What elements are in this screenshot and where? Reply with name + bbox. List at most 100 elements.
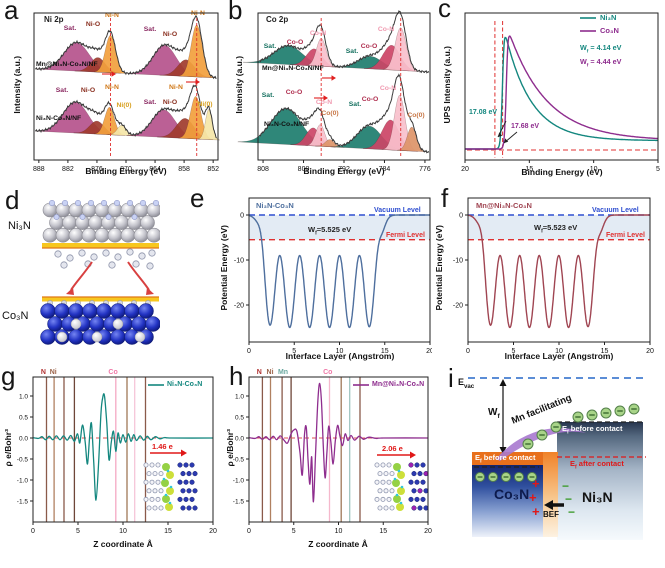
inset-atom-gray	[383, 471, 389, 477]
peak-label: Co(0)	[407, 112, 424, 119]
n-atom-large	[70, 318, 82, 330]
inset-atom-mn	[417, 488, 423, 494]
inset-atom-gray	[380, 462, 386, 468]
inset-atom-gray	[377, 471, 383, 477]
shift-arrow-head	[331, 75, 336, 81]
inset-atom-blue	[189, 479, 195, 485]
inset-charge-blob	[166, 471, 174, 479]
inset-atom-blue	[186, 471, 192, 477]
electron	[148, 249, 156, 257]
ni-atom	[81, 227, 97, 243]
y-tick-label: -10	[234, 258, 244, 265]
inset-atom-gray	[152, 488, 158, 494]
y-tick-label: 0.5	[235, 414, 244, 421]
electron	[146, 262, 154, 270]
co-atom	[40, 329, 56, 345]
y-tick-label: 0	[240, 213, 244, 220]
n-atom-large	[134, 331, 146, 343]
y-tick-label: -1.5	[233, 498, 245, 505]
panel-letter: g	[1, 361, 16, 391]
x-axis-label: Interface Layer (Angstrom)	[504, 351, 614, 361]
ef-before-contact-label-co: Ef before contact	[475, 453, 536, 465]
peak-label: Co-N	[378, 26, 394, 33]
inset-charge-dot	[168, 501, 172, 505]
n-atom	[114, 200, 121, 207]
co-atom	[110, 303, 126, 319]
co-atom	[145, 316, 160, 332]
inset-atom-blue	[189, 462, 195, 468]
interface-strip-top	[42, 243, 159, 248]
inset-atom-blue	[420, 462, 426, 468]
n-atom	[101, 200, 108, 207]
plot-title: Mn@Ni₃N-Co₃N	[476, 201, 532, 210]
electron	[126, 248, 134, 256]
peak-label: Sat.	[262, 92, 275, 99]
inset-atom-gray	[383, 505, 389, 511]
inset-atom-blue	[186, 505, 192, 511]
vacuum-level-label: Vacuum Level	[592, 207, 639, 214]
x-tick-label: 10	[119, 528, 127, 535]
inset-charge-blob	[397, 487, 405, 495]
y-axis-label: Potential Energy (eV)	[219, 225, 230, 311]
co-atom	[89, 316, 105, 332]
axes-box	[464, 12, 659, 161]
ni-atom	[140, 215, 155, 230]
inset-atom-mn	[411, 505, 417, 511]
panel-letter: c	[438, 0, 451, 23]
x-tick-label: 776	[419, 166, 431, 173]
y-tick-label: -0.5	[17, 456, 29, 463]
y-tick-label: -0.5	[233, 456, 245, 463]
inset-atom-mn	[408, 462, 414, 468]
element-label: Co	[323, 369, 332, 376]
ni-atom	[94, 227, 110, 243]
electron	[108, 261, 116, 269]
x-tick-label: 10	[336, 348, 344, 355]
charge-density-plot: N Ni Co 0 5 10 15 20 1.0 0.5 0.0 -0.5 -1.0 -1.5	[17, 369, 217, 535]
inset-atom-gray	[377, 505, 383, 511]
inset-atom-gray	[155, 462, 161, 468]
peak-label: Sat.	[264, 43, 277, 50]
y-tick-label: -20	[234, 303, 244, 310]
co3n-orange-cap	[472, 452, 557, 466]
peak-label: Co-O	[286, 89, 303, 96]
x-tick-label: 20	[461, 166, 469, 173]
x-tick-label: 792	[338, 166, 350, 173]
y-axis-label: ρ e/Bohr³	[225, 429, 236, 467]
co-atom	[110, 329, 126, 345]
inset-atom-blue	[183, 479, 189, 485]
fermi-level-label: Fermi Level	[386, 232, 425, 239]
positive-charge: +	[532, 476, 540, 491]
inset-atom-blue	[183, 462, 189, 468]
inset-charge-dot	[395, 493, 399, 497]
panel-b-xps-co2p: Sat. Co-O Co-N Sat. Co-O Co-N Sat. Co-O Co-N Co(0…	[222, 0, 432, 190]
panel-g-charge-density-ni3n-co3n: N Ni Co 0 5 10 15 20 1.0 0.5 0.0 -0.5 -1.0 -1.5 g Z c…	[0, 361, 225, 568]
negative-charge: −	[562, 479, 570, 493]
peak-label: Co-N	[316, 99, 332, 106]
ni-atom	[114, 215, 129, 230]
plot-title: Co 2p	[266, 15, 289, 24]
transfer-arrow-head	[181, 449, 187, 457]
peak-label: Co-N	[380, 85, 396, 92]
potential-curve	[248, 214, 430, 329]
rho-curve	[248, 382, 429, 503]
x-tick-label: 858	[178, 166, 190, 173]
element-label: Mn	[278, 369, 288, 376]
inset-atom-blue	[414, 462, 420, 468]
inset-charge-blob	[393, 495, 401, 503]
element-label: Ni	[50, 369, 57, 376]
inset-charge-blob	[161, 479, 169, 487]
peak-label: Co-N	[310, 30, 326, 37]
inset-atom-gray	[155, 479, 161, 485]
inset-atom-gray	[146, 471, 152, 477]
peak-label: Co-O	[287, 39, 304, 46]
panel-letter: h	[229, 361, 244, 391]
y-tick-label: -1.0	[233, 477, 245, 484]
electron	[138, 252, 146, 260]
panel-e-potential-ni3n-co3n: 0 5 10 15 20 0 -10 -20 e Ni₃N-Co₃N Wf=5.525 eV …	[160, 185, 432, 368]
x-tick-label: 20	[424, 528, 432, 535]
inset-atom-blue	[408, 496, 414, 502]
inset-atom-gray	[389, 488, 395, 494]
ni-atom	[120, 227, 136, 243]
series-name: Mn@Ni₃N-Co₃N/NF	[36, 61, 98, 68]
transfer-arrow-left	[70, 261, 93, 291]
